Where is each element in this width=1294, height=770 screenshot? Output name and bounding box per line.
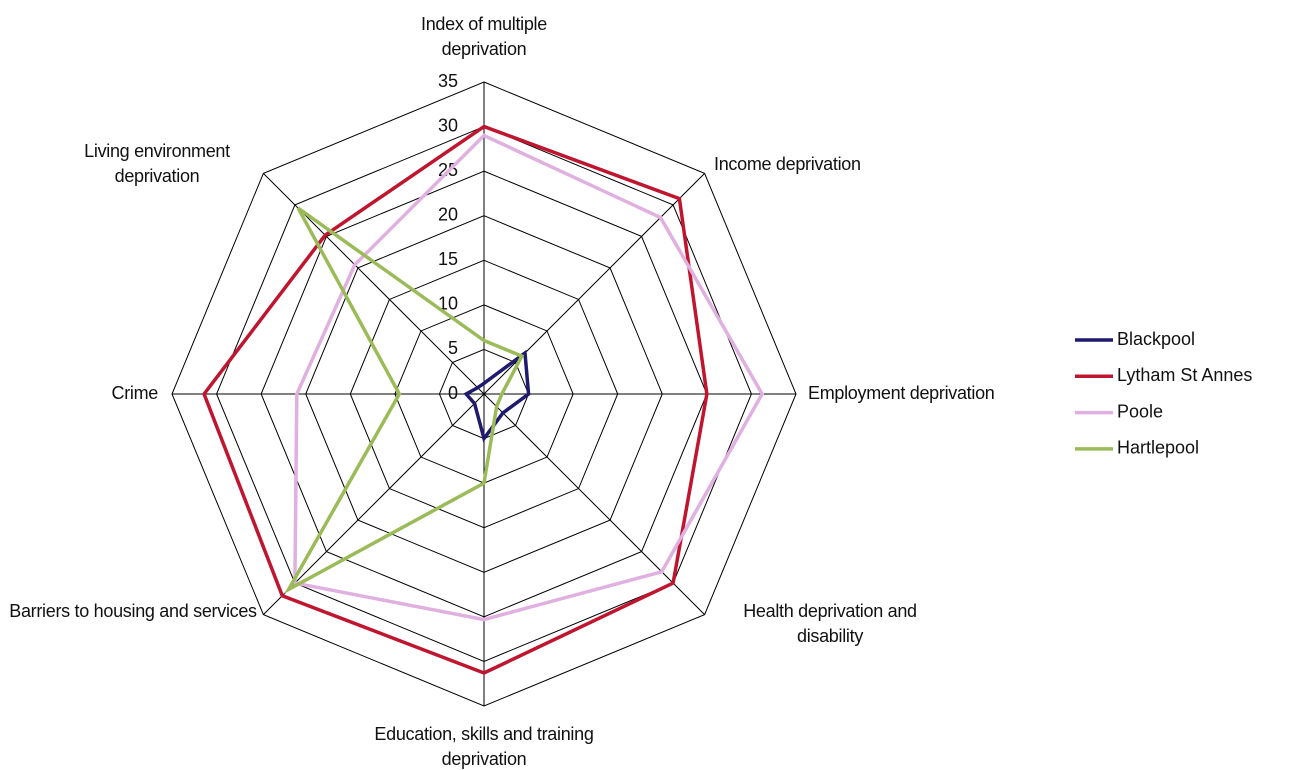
tick-label: 0: [448, 383, 458, 403]
axis-spoke: [483, 393, 705, 615]
axis-spoke: [263, 393, 485, 615]
category-label: Crime: [111, 383, 159, 403]
category-label: Income deprivation: [714, 154, 861, 174]
legend-label: Poole: [1117, 401, 1163, 421]
series-line: [463, 349, 531, 443]
tick-label: 10: [438, 294, 458, 314]
legend-label: Lytham St Annes: [1117, 365, 1252, 385]
tick-label: 35: [438, 71, 458, 91]
category-label: Barriers to housing and services: [9, 601, 257, 621]
legend-label: Hartlepool: [1117, 438, 1199, 458]
tick-label: 20: [438, 204, 458, 224]
legend-label: Blackpool: [1117, 329, 1195, 349]
tick-label: 30: [438, 115, 458, 135]
category-label: Health deprivation and disability: [743, 601, 917, 646]
series-line: [293, 133, 765, 622]
category-label: Employment deprivation: [808, 383, 995, 403]
category-label: Index of multiple deprivation: [421, 14, 547, 59]
tick-label: 15: [438, 249, 458, 269]
category-label: Education, skills and training deprivati…: [374, 724, 594, 769]
tick-label: 5: [448, 338, 458, 358]
series-line: [284, 206, 525, 594]
category-label: Living environment deprivation: [84, 141, 230, 186]
